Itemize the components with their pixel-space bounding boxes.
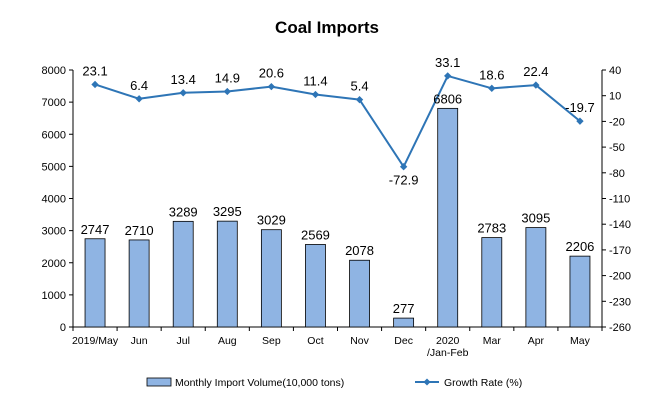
y-right-tick-label: 40 [609,65,621,77]
bar [437,107,459,328]
bar [216,220,238,328]
growth-value-label: 20.6 [259,66,284,81]
y-left-tick-label: 5000 [42,161,66,173]
bar-value-label: 3289 [169,204,198,219]
y-right-tick-label: -170 [609,245,631,257]
growth-value-label: 14.9 [215,71,240,86]
y-right-tick-label: 10 [609,91,621,103]
x-tick-label: Oct [307,335,323,347]
growth-marker [399,163,408,171]
bar-value-label: 3295 [213,204,242,219]
legend-line-marker [423,378,431,386]
x-tick-label: Aug [218,335,237,347]
y-left-tick-label: 7000 [42,97,66,109]
x-tick-label: 2020 [436,335,460,347]
x-tick-label: /Jan-Feb [427,347,469,359]
growth-marker [311,90,320,99]
legend-line-label: Growth Rate (%) [444,377,522,389]
y-right-tick-label: -200 [609,271,631,283]
growth-marker [488,84,496,93]
bar-value-label: 2206 [565,239,594,254]
bar [393,317,415,328]
bar [84,238,106,328]
y-right-tick-label: -230 [609,296,631,308]
bar [569,255,591,328]
bar [305,244,326,328]
growth-marker [135,95,143,103]
growth-line [94,74,581,168]
bar-value-label: 2747 [81,222,110,237]
chart-title: Coal Imports [275,18,379,37]
growth-value-label: 22.4 [523,64,548,79]
growth-value-label: 5.4 [351,79,369,94]
bar [128,239,150,328]
y-left-tick-label: 0 [60,322,66,334]
growth-value-label: -19.7 [565,100,595,115]
y-right-tick-label: -80 [609,168,625,180]
growth-marker [267,82,276,91]
bar [172,220,194,328]
y-left-tick-label: 6000 [42,129,66,141]
growth-marker [223,87,231,96]
bar [525,227,547,328]
bar-value-label: 2710 [125,223,154,238]
growth-value-label: 23.1 [82,63,107,78]
y-left-tick-label: 4000 [42,194,66,206]
growth-value-label: 33.1 [435,55,460,70]
axes: 0 1000 2000 3000 4000 5000 6000 7000 8000 40 10 -20… [42,65,632,359]
bar-value-label: 2783 [477,221,506,236]
legend-bar-swatch [146,377,172,387]
growth-marker [91,80,99,89]
x-tick-label: Jul [176,335,189,347]
y-right-tick-label: -50 [609,142,625,154]
bar-value-label: 2078 [345,243,374,258]
bar-value-label: 3095 [521,211,550,226]
bar-value-label: 6806 [433,91,462,106]
growth-value-label: 11.4 [303,74,327,89]
growth-value-label: 13.4 [171,72,196,87]
growth-value-label: 18.6 [479,67,504,82]
growth-marker [179,89,187,97]
x-tick-label: Jun [131,335,148,347]
legend: Monthly Import Volume(10,000 tons) Growt… [146,377,522,389]
bar [349,259,370,328]
y-right-tick-label: -140 [609,219,631,231]
x-tick-label: May [570,335,591,347]
bar-value-label: 2569 [301,227,330,242]
data-labels: 2747 2710 3289 3295 3029 2569 2078 277 6806 2783 3… [81,55,595,316]
bar-value-label: 277 [393,301,415,316]
growth-marker [444,72,452,80]
bar-series [84,107,591,328]
x-tick-label: 2019/May [72,335,119,347]
y-right-tick-label: -20 [609,116,625,128]
legend-bar-label: Monthly Import Volume(10,000 tons) [175,377,344,389]
y-left-tick-label: 2000 [42,258,66,270]
growth-value-label: 6.4 [130,78,148,93]
y-left-tick-label: 3000 [42,226,66,238]
x-tick-label: Dec [394,335,413,347]
y-left-tick-label: 1000 [42,290,66,302]
line-series [91,72,584,171]
x-tick-label: Sep [262,335,281,347]
y-right-tick-label: -110 [609,194,630,206]
bar [481,237,503,328]
bar [260,229,282,328]
bar-value-label: 3029 [257,213,286,228]
x-tick-label: Nov [350,335,369,347]
y-left-tick-label: 8000 [42,65,66,77]
growth-value-label: -72.9 [389,173,419,188]
y-right-tick-label: -260 [609,322,631,334]
x-tick-label: Mar [483,335,502,347]
x-tick-label: Apr [528,335,545,347]
